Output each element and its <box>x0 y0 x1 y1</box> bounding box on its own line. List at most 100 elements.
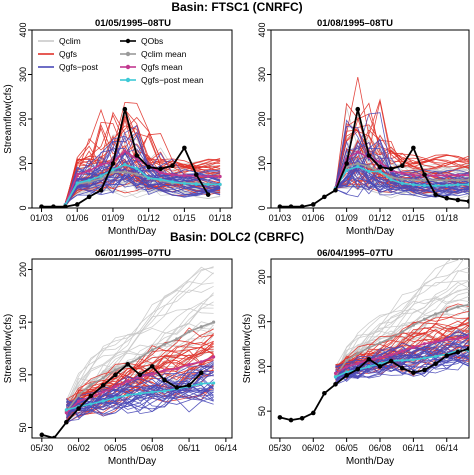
x-tick-label: 01/18 <box>209 213 232 223</box>
qgfs-mean-point <box>218 174 222 179</box>
qgfs-member-line <box>335 129 469 190</box>
panel-3: 50 100 150 200 05/30 06/02 06/05 06/08 06/11 06/1… <box>3 258 238 467</box>
qobs-point <box>344 161 349 166</box>
x-axis-label: Month/Day <box>108 456 156 467</box>
qclim-mean-point <box>89 383 93 387</box>
qobs-point <box>76 406 81 411</box>
qgfs-member-line <box>66 327 214 416</box>
qclim-mean-point <box>389 336 393 340</box>
qgfs-post-mean-point <box>345 370 349 374</box>
qobs-line <box>41 363 202 438</box>
y-tick-label: 150 <box>257 314 267 329</box>
qgfs-mean-point <box>101 390 105 394</box>
qobs-point <box>422 172 427 177</box>
qclim-mean-point <box>356 351 360 356</box>
qclim-mean-point <box>411 323 415 327</box>
x-tick-label: 06/11 <box>178 443 200 453</box>
y-tick-label: 100 <box>257 359 267 374</box>
qobs-point <box>39 204 44 208</box>
qclim-mean-point <box>187 330 191 334</box>
qgfs-post-mean-point <box>199 382 203 386</box>
qgfs-mean-point <box>75 173 79 177</box>
qgfs-post-mean-point <box>400 358 404 362</box>
qobs-point <box>193 172 199 177</box>
qgfs-mean-point <box>411 345 415 349</box>
qgfs-post-mean-point <box>206 182 210 186</box>
panel-4-title: 06/04/1995–07TU <box>317 248 393 259</box>
legend-item: QObs <box>120 36 163 46</box>
legend-marker <box>125 64 131 70</box>
qclim-mean-point <box>356 161 360 166</box>
qclim-mean-point <box>367 165 371 169</box>
x-tick-label: 01/06 <box>302 213 325 223</box>
x-tick-label: 01/06 <box>66 213 89 223</box>
legend-label: Qclim <box>59 36 81 46</box>
qobs-point <box>134 153 140 158</box>
y-tick-label: 400 <box>18 22 28 37</box>
qclim-mean-point <box>123 170 127 174</box>
y-tick-label: 150 <box>18 315 28 330</box>
qgfs-post-member-line <box>335 160 469 192</box>
qgfs-post-mean-point <box>367 364 371 369</box>
qgfs-mean-point <box>356 361 360 365</box>
qclim-member-line <box>335 287 469 375</box>
qclim-member-line <box>66 272 214 406</box>
qclim-mean-point <box>422 317 427 321</box>
qobs-point <box>51 435 57 438</box>
qclim-mean-point <box>162 342 167 346</box>
qobs-point <box>122 106 128 112</box>
qgfs-post-mean-point <box>389 178 393 182</box>
qclim-mean-point <box>467 178 469 182</box>
qgfs-post-member-line <box>64 169 221 205</box>
qobs-point <box>310 202 316 207</box>
qobs-point <box>100 383 106 388</box>
legend-item: Qclim mean <box>120 49 187 59</box>
qgfs-mean-point <box>400 349 404 353</box>
qgfs-mean-point <box>206 174 210 178</box>
qgfs-post-mean-point <box>456 183 460 187</box>
y-tick-label: 50 <box>18 422 28 432</box>
qgfs-mean-point <box>411 173 415 177</box>
qobs-point <box>466 346 469 351</box>
qgfs-post-mean-point <box>147 176 151 180</box>
qclim-mean-line <box>64 171 221 205</box>
qgfs-member-line <box>335 310 469 374</box>
qobs-point <box>388 166 394 172</box>
qgfs-post-member-line <box>64 140 221 206</box>
x-tick-label: 06/14 <box>215 443 238 453</box>
qclim-mean-point <box>150 348 154 352</box>
legend-marker <box>125 77 131 83</box>
qobs-point <box>86 194 92 200</box>
qclim-member-line <box>335 296 469 377</box>
legend-label: Qgfs−post <box>59 62 99 72</box>
x-tick-label: 06/08 <box>369 443 392 453</box>
qclim-member-line <box>335 270 469 378</box>
qclim-mean-point <box>456 305 460 309</box>
qobs-point <box>411 370 416 375</box>
qclim-mean-point <box>434 312 438 316</box>
qclim-mean-point <box>135 172 139 176</box>
qobs-point <box>388 358 394 364</box>
legend-item: Qgfs−post <box>38 62 99 72</box>
basin-1-title: Basin: FTSC1 (CNRFC) <box>171 0 302 14</box>
qobs-point <box>411 145 416 151</box>
qgfs-post-mean-point <box>99 174 103 178</box>
x-tick-label: 01/12 <box>369 213 392 223</box>
qobs-point <box>399 365 405 371</box>
legend: Qclim Qgfs Qgfs−post QObs Qclim mean Qgfs mea… <box>38 36 204 85</box>
x-tick-label: 01/09 <box>335 213 358 223</box>
qgfs-post-mean-point <box>378 169 382 174</box>
qobs-point <box>322 194 327 200</box>
qgfs-member-line <box>335 316 469 375</box>
y-tick-label: 300 <box>257 67 267 82</box>
qobs-point <box>355 366 361 372</box>
x-tick-label: 06/11 <box>402 443 424 453</box>
qgfs-post-mean-point <box>445 183 449 187</box>
y-axis-label: Streamflow(cfs) <box>3 314 14 383</box>
qgfs-post-mean-line <box>64 163 221 206</box>
qclim-mean-point <box>467 303 469 307</box>
qgfs-member-line <box>335 77 469 188</box>
qgfs-post-member-line <box>64 168 221 206</box>
series-group <box>277 259 469 423</box>
qgfs-mean-point <box>445 338 449 342</box>
